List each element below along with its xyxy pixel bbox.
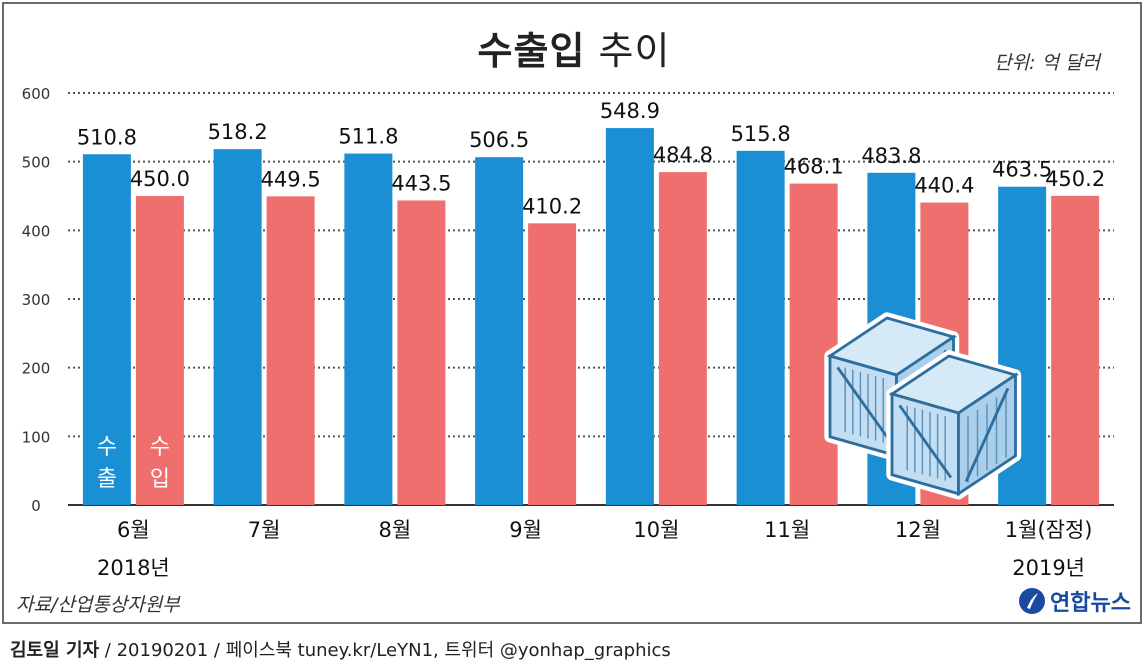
series-name-label: 출 (97, 467, 117, 492)
import-bar (397, 200, 446, 506)
x-tick-label: 1월(잠정) (1005, 518, 1093, 542)
value-label: 440.4 (914, 174, 974, 198)
import-bar (528, 223, 577, 505)
value-label: 548.9 (600, 99, 660, 123)
bars-layer (82, 128, 1100, 506)
export-bar (475, 157, 524, 505)
year-label: 2018년 (97, 556, 170, 580)
chart-title: 수출입 추이 (0, 20, 1148, 75)
value-label: 410.2 (522, 194, 582, 218)
import-bar (1051, 195, 1100, 505)
y-tick-label: 0 (31, 497, 41, 515)
footer-author: 김토일 기자 (10, 640, 100, 661)
x-tick-label: 7월 (248, 518, 281, 542)
import-bar (789, 183, 838, 505)
export-bar (82, 154, 131, 505)
crate-brace (964, 387, 1010, 482)
value-label: 449.5 (261, 167, 321, 191)
value-label: 483.8 (861, 144, 921, 168)
x-tick-label: 11월 (764, 518, 810, 542)
yonhap-logo-icon (1019, 588, 1045, 614)
value-label: 450.0 (130, 167, 190, 191)
x-tick-label: 8월 (379, 518, 412, 542)
crate-brace (836, 366, 891, 441)
series-name-label: 수 (150, 435, 170, 460)
export-bar (605, 128, 654, 505)
logo-text: 연합뉴스 (1050, 591, 1131, 616)
title-sub: 추이 (598, 29, 671, 73)
source-label: 자료/산업통상자원부 (16, 594, 180, 616)
y-tick-label: 400 (22, 222, 51, 240)
footer-credit: 김토일 기자 / 20190201 / 페이스북 tuney.kr/LeYN1,… (10, 636, 671, 662)
x-tick-label: 12월 (895, 518, 941, 542)
export-bar (736, 150, 785, 506)
value-label: 450.2 (1045, 167, 1105, 191)
crate-brace (898, 404, 953, 479)
x-tick-label: 10월 (633, 518, 679, 542)
y-tick-label: 300 (22, 291, 51, 309)
value-label: 463.5 (992, 158, 1052, 182)
crate-front-box (886, 350, 1022, 500)
y-tick-label: 200 (22, 360, 51, 378)
y-tick-label: 100 (22, 428, 51, 446)
labels-layer: 510.8 450.0 6월 2018년 518.2 449.5 7월 511.8 443.5 8… (77, 99, 1105, 580)
import-bar (135, 196, 184, 505)
value-label: 468.1 (784, 155, 844, 179)
year-label: 2019년 (1012, 556, 1085, 580)
export-bar (344, 153, 393, 505)
series-name-label: 입 (150, 467, 170, 492)
import-bar (266, 196, 315, 506)
import-bar (658, 172, 707, 505)
value-label: 484.8 (653, 143, 713, 167)
title-main: 수출입 (477, 29, 586, 73)
unit-label: 단위: 억 달러 (994, 52, 1100, 74)
value-label: 515.8 (731, 122, 791, 146)
value-label: 511.8 (338, 125, 398, 149)
x-tick-label: 9월 (509, 518, 542, 542)
value-label: 443.5 (391, 171, 451, 195)
value-label: 506.5 (469, 128, 529, 152)
crate-illustration (824, 312, 1022, 500)
value-label: 510.8 (77, 125, 137, 149)
footer-info: / 20190201 / 페이스북 tuney.kr/LeYN1, 트위터 @y… (99, 640, 671, 661)
y-tick-label: 600 (22, 85, 51, 103)
y-tick-label: 500 (22, 154, 51, 172)
export-bar (213, 149, 262, 506)
series-name-label: 수 (97, 435, 117, 460)
yonhap-logo: 연합뉴스 (1018, 585, 1131, 617)
x-tick-label: 6월 (117, 518, 150, 542)
value-label: 518.2 (208, 120, 268, 144)
